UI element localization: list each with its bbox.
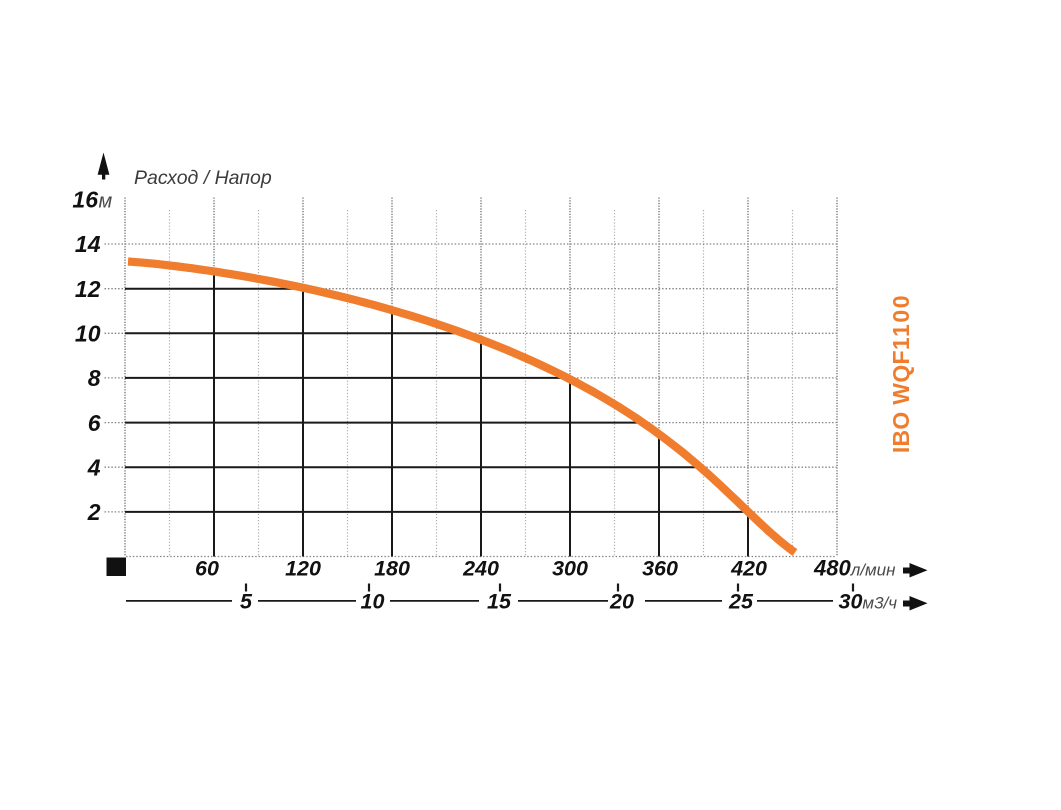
svg-text:Расход / Напор: Расход / Напор (134, 167, 272, 189)
svg-text:6: 6 (88, 410, 101, 436)
svg-text:15: 15 (487, 590, 512, 614)
svg-text:180: 180 (374, 557, 410, 581)
svg-text:480л/мин: 480л/мин (813, 556, 896, 581)
svg-text:м: м (99, 191, 113, 213)
svg-text:14: 14 (75, 231, 101, 257)
svg-text:10: 10 (75, 321, 101, 347)
svg-text:10: 10 (361, 590, 385, 614)
svg-text:360: 360 (642, 557, 678, 581)
svg-text:60: 60 (195, 557, 219, 581)
svg-text:4: 4 (87, 454, 101, 480)
svg-text:420: 420 (730, 557, 767, 581)
svg-text:120: 120 (285, 557, 321, 581)
svg-text:240: 240 (462, 557, 499, 581)
svg-text:25: 25 (728, 590, 754, 614)
svg-text:12: 12 (75, 276, 101, 302)
svg-text:20: 20 (609, 590, 634, 614)
svg-text:8: 8 (88, 365, 101, 391)
svg-text:2: 2 (87, 499, 101, 525)
svg-text:5: 5 (240, 590, 253, 614)
svg-text:300: 300 (552, 557, 588, 581)
svg-text:30м3/ч: 30м3/ч (839, 590, 898, 614)
svg-text:IBO WQF1100: IBO WQF1100 (888, 294, 914, 453)
svg-text:16: 16 (72, 187, 98, 213)
